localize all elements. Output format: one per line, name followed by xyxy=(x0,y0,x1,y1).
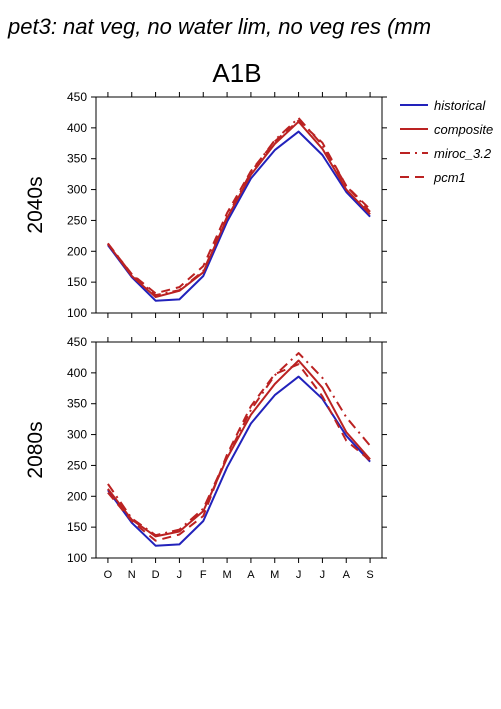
legend-item: pcm1 xyxy=(400,170,466,185)
plot-frame xyxy=(95,96,383,314)
scenario-title: A1B xyxy=(212,58,261,88)
y-axis-label: 2040s xyxy=(24,176,47,233)
chart-panels: 100 150 200 250 300 350 400 450 2040s 100 150 200 25… xyxy=(24,90,387,581)
series-line-composite xyxy=(107,359,371,538)
series-line-pcm1 xyxy=(107,119,371,295)
chart-panel-2: 100 150 200 250 300 350 400 450 O N D J F M A M J J A S 2080… xyxy=(24,335,387,581)
legend-label: miroc_3.2 xyxy=(434,146,492,161)
y-tick-label: 400 xyxy=(67,121,87,135)
y-tick-label: 300 xyxy=(67,183,87,197)
y-tick-label: 250 xyxy=(67,458,87,472)
chart-panel-1: 100 150 200 250 300 350 400 450 2040s xyxy=(24,90,387,320)
y-tick-label: 200 xyxy=(67,489,87,503)
y-axis-label: 2080s xyxy=(24,421,47,478)
y-tick-label: 100 xyxy=(67,551,87,565)
y-tick-label: 150 xyxy=(67,520,87,534)
legend-label: historical xyxy=(434,98,486,113)
series-line-historical xyxy=(107,375,371,547)
legend-item: historical xyxy=(400,98,486,113)
legend-item: miroc_3.2 xyxy=(400,146,492,161)
series-line-pcm1 xyxy=(107,363,371,542)
y-tick-label: 100 xyxy=(67,306,87,320)
plot-frame xyxy=(95,341,383,559)
legend-label: composite xyxy=(434,122,493,137)
x-tick-label: F xyxy=(200,569,207,581)
series-line-miroc-3-2 xyxy=(107,352,371,537)
x-tick-label: D xyxy=(152,569,160,581)
y-tick-label: 350 xyxy=(67,152,87,166)
series-line-composite xyxy=(107,120,371,298)
y-tick-label: 300 xyxy=(67,428,87,442)
x-tick-label: A xyxy=(247,569,255,581)
legend-item: composite xyxy=(400,122,493,137)
y-tick-label: 450 xyxy=(67,90,87,104)
y-tick-label: 350 xyxy=(67,397,87,411)
series-line-miroc-3-2 xyxy=(107,117,371,297)
x-tick-label: O xyxy=(104,569,113,581)
x-tick-label: N xyxy=(128,569,136,581)
y-tick-label: 150 xyxy=(67,275,87,289)
y-tick-label: 250 xyxy=(67,213,87,227)
figure-title: pet3: nat veg, no water lim, no veg res … xyxy=(7,14,431,39)
x-tick-label: M xyxy=(270,569,279,581)
x-tick-label: M xyxy=(222,569,231,581)
x-tick-label: A xyxy=(343,569,351,581)
y-tick-label: 400 xyxy=(67,366,87,380)
x-tick-label: S xyxy=(366,569,373,581)
legend: historical composite miroc_3.2 pcm1 xyxy=(400,98,493,185)
x-tick-label: J xyxy=(296,569,302,581)
legend-label: pcm1 xyxy=(433,170,466,185)
y-tick-label: 200 xyxy=(67,244,87,258)
x-tick-label: J xyxy=(320,569,326,581)
series-line-historical xyxy=(107,130,371,302)
y-tick-label: 450 xyxy=(67,335,87,349)
x-tick-label: J xyxy=(177,569,183,581)
